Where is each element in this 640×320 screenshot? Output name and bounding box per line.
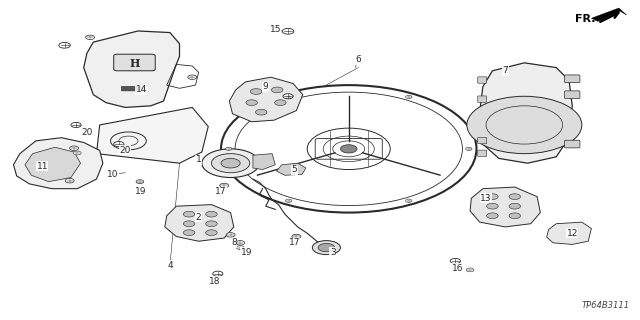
Circle shape — [211, 154, 250, 173]
Circle shape — [220, 183, 228, 188]
Circle shape — [183, 211, 195, 217]
Circle shape — [486, 213, 498, 219]
Circle shape — [275, 100, 286, 106]
Circle shape — [466, 147, 472, 150]
Circle shape — [86, 35, 95, 40]
Circle shape — [509, 203, 520, 209]
Circle shape — [318, 244, 335, 252]
Text: 3: 3 — [330, 248, 335, 257]
FancyBboxPatch shape — [564, 140, 580, 148]
Polygon shape — [97, 108, 208, 163]
Circle shape — [183, 230, 195, 236]
Circle shape — [509, 213, 520, 219]
Polygon shape — [13, 138, 103, 189]
Circle shape — [255, 109, 267, 115]
Text: 11: 11 — [36, 162, 48, 171]
Polygon shape — [470, 187, 540, 227]
Text: 19: 19 — [241, 248, 252, 257]
Text: FR.: FR. — [575, 14, 596, 24]
Circle shape — [451, 259, 461, 264]
Circle shape — [406, 199, 412, 202]
Polygon shape — [479, 63, 572, 163]
Circle shape — [74, 151, 81, 155]
FancyBboxPatch shape — [122, 86, 145, 91]
Circle shape — [486, 194, 498, 199]
Circle shape — [221, 158, 240, 168]
Polygon shape — [84, 31, 179, 108]
Polygon shape — [25, 147, 81, 182]
Circle shape — [467, 268, 474, 272]
Text: H: H — [130, 58, 140, 69]
FancyBboxPatch shape — [564, 75, 580, 83]
Circle shape — [406, 95, 412, 99]
Circle shape — [136, 180, 144, 184]
Text: 4: 4 — [167, 261, 173, 270]
Text: 17: 17 — [215, 188, 227, 196]
Polygon shape — [547, 222, 591, 244]
Circle shape — [271, 87, 283, 93]
Circle shape — [71, 123, 81, 127]
Circle shape — [114, 141, 124, 147]
Text: 7: 7 — [502, 66, 508, 75]
Text: 15: 15 — [269, 25, 281, 34]
Text: 12: 12 — [566, 229, 578, 238]
Circle shape — [212, 271, 223, 276]
Circle shape — [183, 221, 195, 227]
Circle shape — [205, 211, 217, 217]
Circle shape — [250, 89, 262, 94]
Polygon shape — [165, 204, 234, 241]
Text: 5: 5 — [292, 165, 298, 174]
Circle shape — [486, 203, 498, 209]
Circle shape — [225, 147, 232, 150]
Circle shape — [467, 96, 582, 154]
Text: 16: 16 — [452, 264, 463, 273]
Circle shape — [283, 94, 293, 99]
Circle shape — [202, 149, 259, 178]
FancyBboxPatch shape — [477, 137, 486, 144]
Circle shape — [312, 241, 340, 255]
Text: 2: 2 — [196, 213, 202, 222]
Circle shape — [226, 233, 235, 237]
FancyBboxPatch shape — [114, 54, 156, 71]
Text: 1: 1 — [196, 156, 202, 164]
Circle shape — [340, 145, 357, 153]
Text: 20: 20 — [81, 128, 93, 137]
Circle shape — [285, 95, 292, 99]
Circle shape — [59, 43, 70, 48]
Polygon shape — [591, 8, 627, 21]
Circle shape — [292, 234, 301, 239]
Circle shape — [236, 246, 244, 250]
Polygon shape — [253, 154, 275, 170]
Text: 14: 14 — [136, 85, 147, 94]
Polygon shape — [276, 163, 306, 175]
Text: 8: 8 — [231, 238, 237, 247]
Text: 10: 10 — [107, 170, 118, 179]
FancyBboxPatch shape — [477, 150, 486, 156]
Circle shape — [188, 75, 196, 79]
FancyBboxPatch shape — [477, 77, 486, 83]
Text: 6: 6 — [355, 55, 361, 64]
Text: 20: 20 — [120, 146, 131, 155]
Circle shape — [70, 146, 79, 150]
Circle shape — [236, 241, 244, 245]
Text: 18: 18 — [209, 276, 220, 285]
Circle shape — [246, 100, 257, 106]
Text: 19: 19 — [136, 188, 147, 196]
Text: 13: 13 — [480, 194, 492, 203]
Text: 9: 9 — [263, 82, 269, 91]
Circle shape — [509, 194, 520, 199]
Text: 17: 17 — [289, 238, 300, 247]
Circle shape — [65, 179, 74, 183]
Circle shape — [205, 221, 217, 227]
Polygon shape — [229, 77, 303, 122]
FancyBboxPatch shape — [564, 91, 580, 99]
Text: TP64B3111: TP64B3111 — [582, 301, 630, 310]
FancyBboxPatch shape — [477, 96, 486, 102]
Circle shape — [285, 199, 292, 202]
Circle shape — [205, 230, 217, 236]
Circle shape — [282, 28, 294, 34]
